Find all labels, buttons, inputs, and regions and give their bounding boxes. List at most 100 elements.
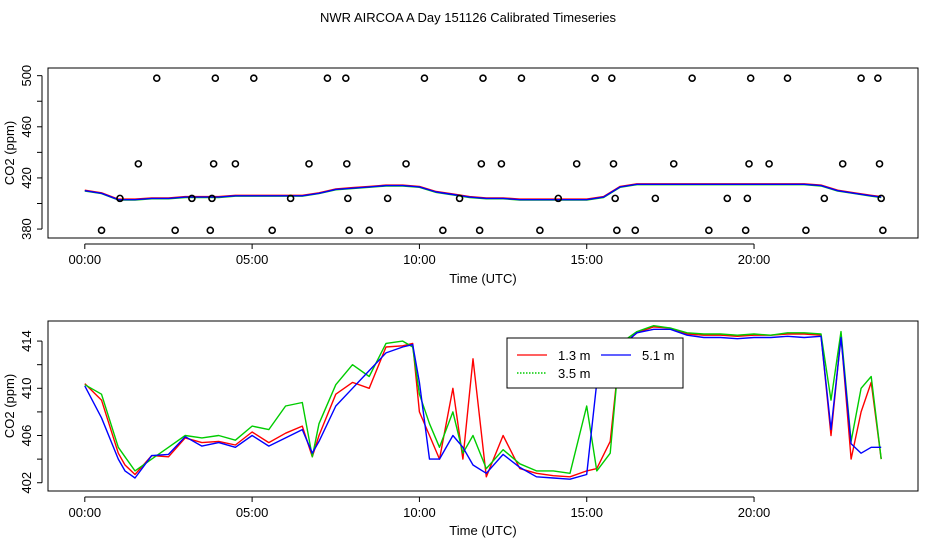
reference-point (554, 194, 563, 203)
reference-point (875, 160, 884, 168)
x-tick-label: 20:00 (738, 505, 771, 520)
reference-point (420, 74, 429, 83)
reference-point (208, 194, 216, 203)
reference-point (343, 160, 351, 168)
page-title: NWR AIRCOA A Day 151126 Calibrated Times… (320, 10, 616, 25)
reference-point (116, 194, 124, 203)
y-axis: 402 406 410 414 (19, 330, 43, 494)
reference-point (305, 160, 313, 168)
reference-point (838, 160, 847, 168)
reference-point (741, 226, 750, 235)
legend-label-3-5m: 3.5 m (558, 366, 591, 381)
overview-series-line (84, 183, 882, 201)
x-tick-label: 05:00 (236, 252, 269, 267)
reference-point (608, 74, 616, 83)
y-tick-label: 460 (19, 116, 34, 138)
reference-point (745, 160, 753, 168)
reference-point (879, 226, 887, 235)
series-line-1-3-m (84, 326, 882, 478)
x-tick-label: 00:00 (69, 252, 102, 267)
reference-point (705, 226, 713, 235)
series-line-3-5-m (84, 325, 882, 474)
y-tick-label: 420 (19, 167, 34, 189)
reference-point (723, 194, 732, 203)
x-tick-label: 00:00 (69, 505, 102, 520)
reference-point (365, 226, 374, 235)
y-tick-label: 410 (19, 377, 34, 399)
x-axis-label: Time (UTC) (449, 523, 516, 538)
reference-point (688, 74, 696, 83)
reference-point (206, 226, 215, 235)
plot-frame (47, 320, 919, 492)
reference-point (874, 74, 882, 83)
x-tick-label: 10:00 (403, 252, 436, 267)
y-axis-label: CO2 (ppm) (2, 121, 17, 185)
calibration-panel: 00:00 05:00 10:00 15:00 20:00 380 420 460 500 T… (2, 65, 919, 286)
reference-point (209, 160, 218, 168)
reference-point (613, 226, 621, 235)
reference-point (152, 74, 161, 83)
reference-point (344, 194, 352, 203)
reference-point (820, 194, 829, 203)
reference-point (211, 74, 220, 83)
reference-point (609, 160, 618, 168)
reference-point (345, 226, 353, 235)
reference-point (268, 226, 276, 235)
plot-frame (47, 67, 919, 239)
y-tick-label: 380 (19, 218, 34, 240)
reference-point (669, 160, 678, 168)
reference-point (97, 226, 106, 235)
reference-points (97, 74, 887, 235)
reference-point (134, 160, 143, 168)
y-tick-label: 500 (19, 65, 34, 87)
reference-point (651, 194, 660, 203)
reference-point (611, 194, 619, 203)
reference-point (857, 74, 865, 83)
reference-point (475, 226, 484, 235)
y-tick-label: 406 (19, 425, 34, 447)
x-tick-label: 20:00 (738, 252, 771, 267)
legend-box (506, 337, 684, 389)
reference-point (479, 74, 487, 83)
reference-point (591, 74, 599, 83)
timeseries-panel: 00:00 05:00 10:00 15:00 20:00 402 406 410 414 T… (2, 320, 919, 538)
x-axis-label: Time (UTC) (449, 271, 516, 286)
reference-point (171, 226, 179, 235)
reference-point (572, 160, 581, 168)
reference-point (249, 74, 258, 83)
series-lines (84, 183, 882, 201)
series-line-5-1-m (84, 328, 882, 480)
legend-label-5-1m: 5.1 m (642, 348, 675, 363)
x-axis: 00:00 05:00 10:00 15:00 20:00 (69, 243, 771, 267)
reference-point (455, 194, 464, 203)
reference-point (802, 226, 810, 235)
reference-point (439, 226, 447, 235)
reference-point (536, 226, 544, 235)
reference-point (497, 160, 506, 168)
reference-point (783, 74, 792, 83)
reference-point (746, 74, 755, 83)
reference-point (743, 194, 752, 203)
reference-point (188, 194, 196, 203)
reference-point (877, 194, 885, 203)
reference-point (286, 194, 295, 203)
series-lines (84, 325, 882, 480)
reference-point (631, 226, 640, 235)
reference-point (402, 160, 410, 168)
reference-point (323, 74, 332, 83)
x-tick-label: 05:00 (236, 505, 269, 520)
x-tick-label: 15:00 (570, 505, 603, 520)
reference-point (765, 160, 773, 168)
reference-point (231, 160, 240, 168)
legend-label-1-3m: 1.3 m (558, 348, 591, 363)
y-tick-label: 414 (19, 330, 34, 352)
reference-point (383, 194, 392, 203)
x-axis: 00:00 05:00 10:00 15:00 20:00 (69, 496, 771, 520)
legend: 1.3 m 3.5 m 5.1 m (506, 337, 684, 389)
reference-point (517, 74, 526, 83)
y-tick-label: 402 (19, 472, 34, 494)
x-tick-label: 15:00 (570, 252, 603, 267)
x-tick-label: 10:00 (403, 505, 436, 520)
y-axis-label: CO2 (ppm) (2, 374, 17, 438)
